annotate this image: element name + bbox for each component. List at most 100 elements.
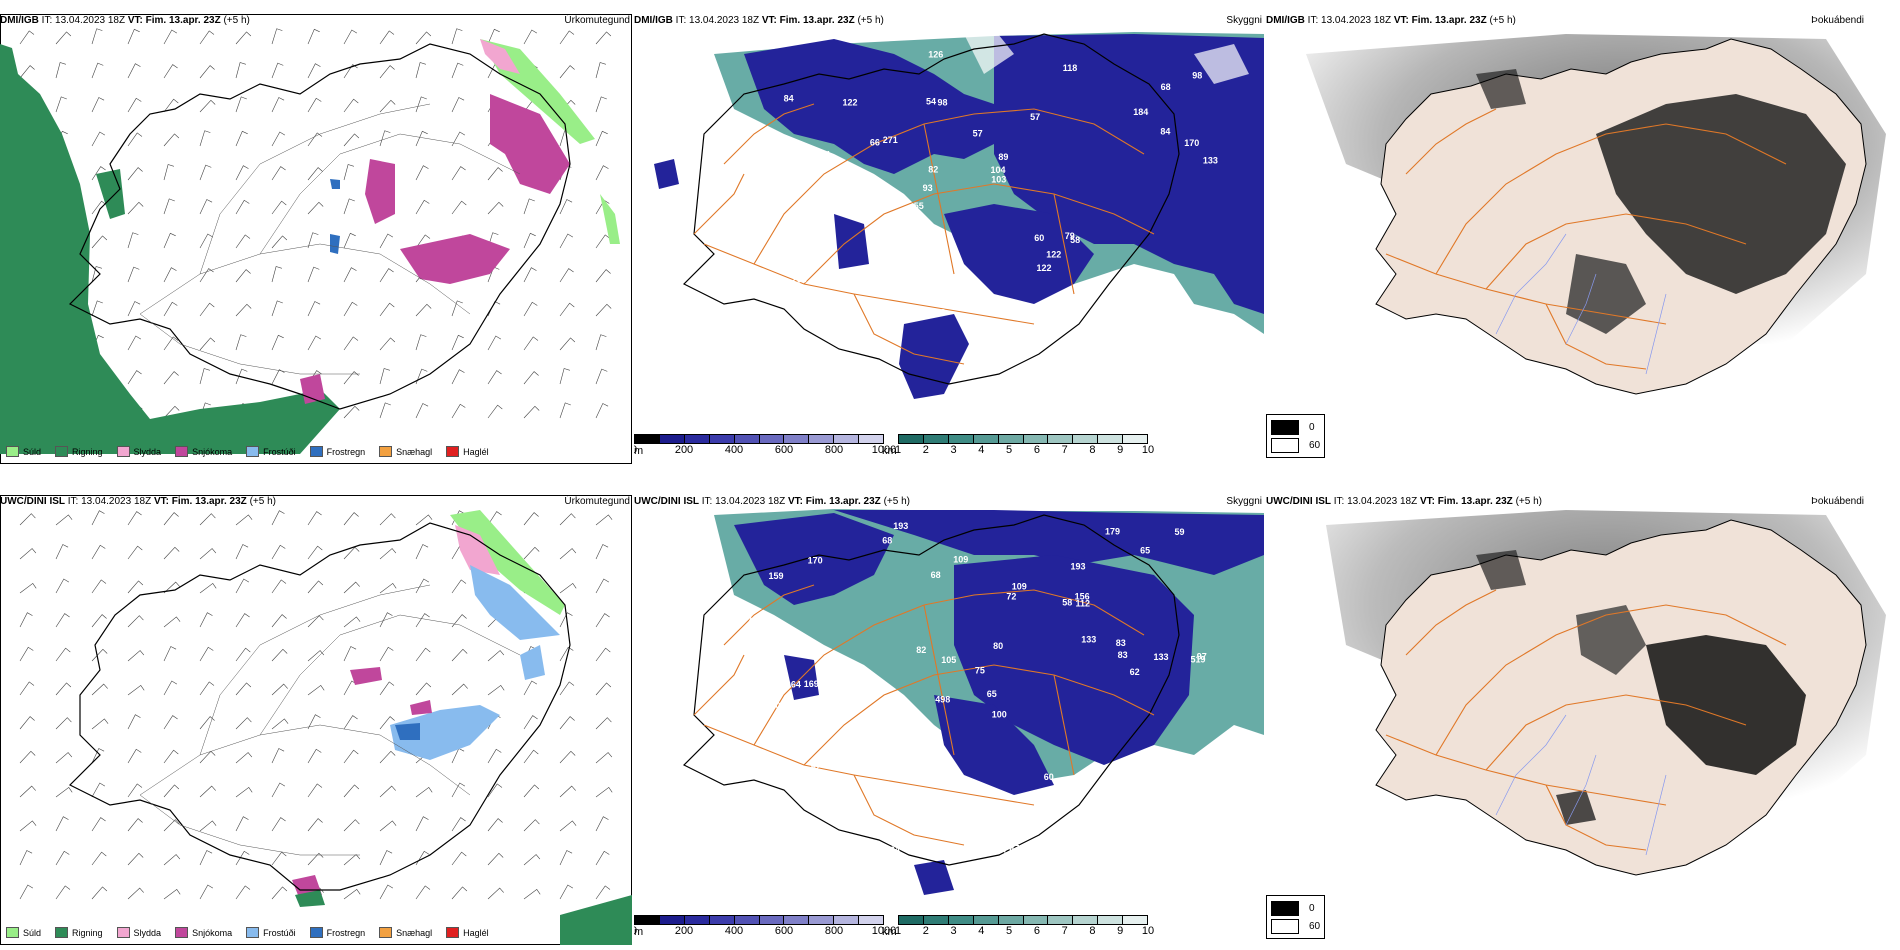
wind-barb (379, 820, 397, 832)
freezing-drizzle-east (520, 645, 545, 680)
wind-barb (307, 266, 320, 283)
wind-barb (559, 681, 575, 696)
wind-barb (163, 267, 177, 283)
visibility-colorbar-cell (1098, 435, 1124, 443)
ceiling-value-label: 68 (931, 570, 941, 580)
visibility-colorbar-tick-label: 10 (1141, 925, 1155, 937)
wind-barb (487, 370, 502, 385)
visibility-colorbar-tick-label: 6 (1033, 444, 1040, 456)
wind-barb (199, 130, 211, 147)
wind-barb (595, 786, 613, 798)
wind-barb (343, 336, 359, 351)
it-value: 13.04.2023 18Z (55, 15, 126, 26)
ceiling-value-label: 100 (992, 709, 1007, 719)
panel-title: Þokuábendi (1811, 15, 1864, 26)
wind-barb (127, 266, 140, 283)
visibility-colorbar-cell (1023, 916, 1049, 924)
legend-label: Slydda (133, 927, 162, 938)
vt-value: Fim. 13.apr. 23Z (1411, 15, 1487, 26)
wind-barb (451, 782, 466, 798)
ceiling-value-label: 67 (998, 844, 1008, 854)
wind-barb (163, 616, 181, 628)
wind-barb (559, 513, 576, 526)
wind-barb (163, 405, 180, 419)
wind-barb (307, 28, 320, 45)
ceiling-value-label: 57 (1030, 112, 1040, 122)
wind-barb (235, 165, 249, 181)
ceiling-colorbar-cell (734, 435, 760, 443)
precip-map (0, 14, 632, 464)
legend-item-snjokoma: Snjókoma (175, 446, 232, 457)
wind-barb (199, 302, 215, 317)
wind-barb (343, 133, 360, 147)
wind-barb (415, 303, 432, 317)
wind-barb (307, 852, 324, 866)
panel-header: DMI/IGB IT: 13.04.2023 18Z VT: Fim. 13.a… (634, 14, 884, 28)
panel-title: Skyggni (1226, 15, 1262, 26)
wind-barb (235, 544, 249, 560)
road-network (693, 584, 1155, 846)
ceiling-colorbar-tick-label: 0 (634, 925, 637, 937)
wind-barb (55, 816, 69, 832)
wind-barb (559, 785, 576, 798)
fog-legend-swatch (1271, 437, 1299, 453)
wind-barb (343, 164, 354, 181)
wind-barb (127, 748, 142, 764)
wind-barb (595, 96, 607, 113)
wind-barb (127, 132, 143, 147)
wind-barb (523, 680, 538, 696)
ceiling-colorbar: 0 200 400 600 800 1000 (634, 915, 896, 937)
wind-barb (271, 62, 284, 79)
wind-barb (199, 750, 216, 764)
wind-barb (415, 403, 429, 419)
wind-barb (235, 234, 251, 249)
wind-barb (127, 232, 139, 249)
wind-barb (343, 64, 358, 79)
panel-title: Þokuábendi (1811, 496, 1864, 507)
ceiling-colorbar-cell (659, 435, 685, 443)
rivers (1495, 714, 1667, 856)
ceiling-value-label: 89 (998, 152, 1008, 162)
ceiling-value-label: 82 (918, 813, 928, 823)
fog-land-nw (1476, 69, 1526, 109)
freezing-rain-area (395, 723, 420, 740)
ceiling-value-label: 142 (784, 829, 799, 839)
wind-barb (235, 269, 251, 283)
ceiling-colorbar: 0 200 400 600 800 1000 (634, 434, 896, 456)
legend-label: Súld (23, 927, 42, 938)
wind-barb (595, 234, 611, 249)
wind-barb (451, 97, 465, 113)
wind-barb (163, 371, 179, 385)
wind-barb (343, 715, 358, 730)
legend-swatch (246, 446, 260, 457)
wind-barb (307, 511, 322, 526)
wind-barb (595, 334, 607, 351)
ceiling-value-label: 70 (1129, 791, 1139, 801)
wind-barb (91, 683, 108, 696)
ceiling-colorbar-tick-label: 0 (634, 444, 637, 456)
wind-barb (415, 31, 432, 45)
wind-barb (451, 28, 463, 45)
wind-barb (595, 647, 611, 662)
wind-barb (415, 816, 429, 832)
road-network (1385, 108, 1787, 370)
ceiling-area-center (934, 695, 1054, 795)
wind-barb (199, 164, 212, 181)
ceiling-value-label: 58 (1062, 597, 1072, 607)
ceiling-colorbar-cell (684, 916, 710, 924)
model-name: DMI/IGB (1266, 15, 1305, 26)
wind-barb (199, 65, 215, 79)
fog-land-dark (1646, 635, 1806, 775)
rain-area-west (0, 44, 340, 454)
wind-barb (487, 783, 503, 798)
wind-barb (199, 646, 214, 662)
snow-area-east (400, 234, 510, 284)
fog-legend: 0 60 (1266, 414, 1326, 458)
ceiling-value-label: 122 (1046, 250, 1061, 260)
wind-barb (235, 816, 249, 832)
ceiling-value-label: 274 (1153, 340, 1168, 350)
wind-barb (91, 510, 105, 526)
wind-barb (451, 817, 466, 832)
legend-label: Haglél (463, 446, 489, 457)
wind-barb (595, 816, 609, 832)
